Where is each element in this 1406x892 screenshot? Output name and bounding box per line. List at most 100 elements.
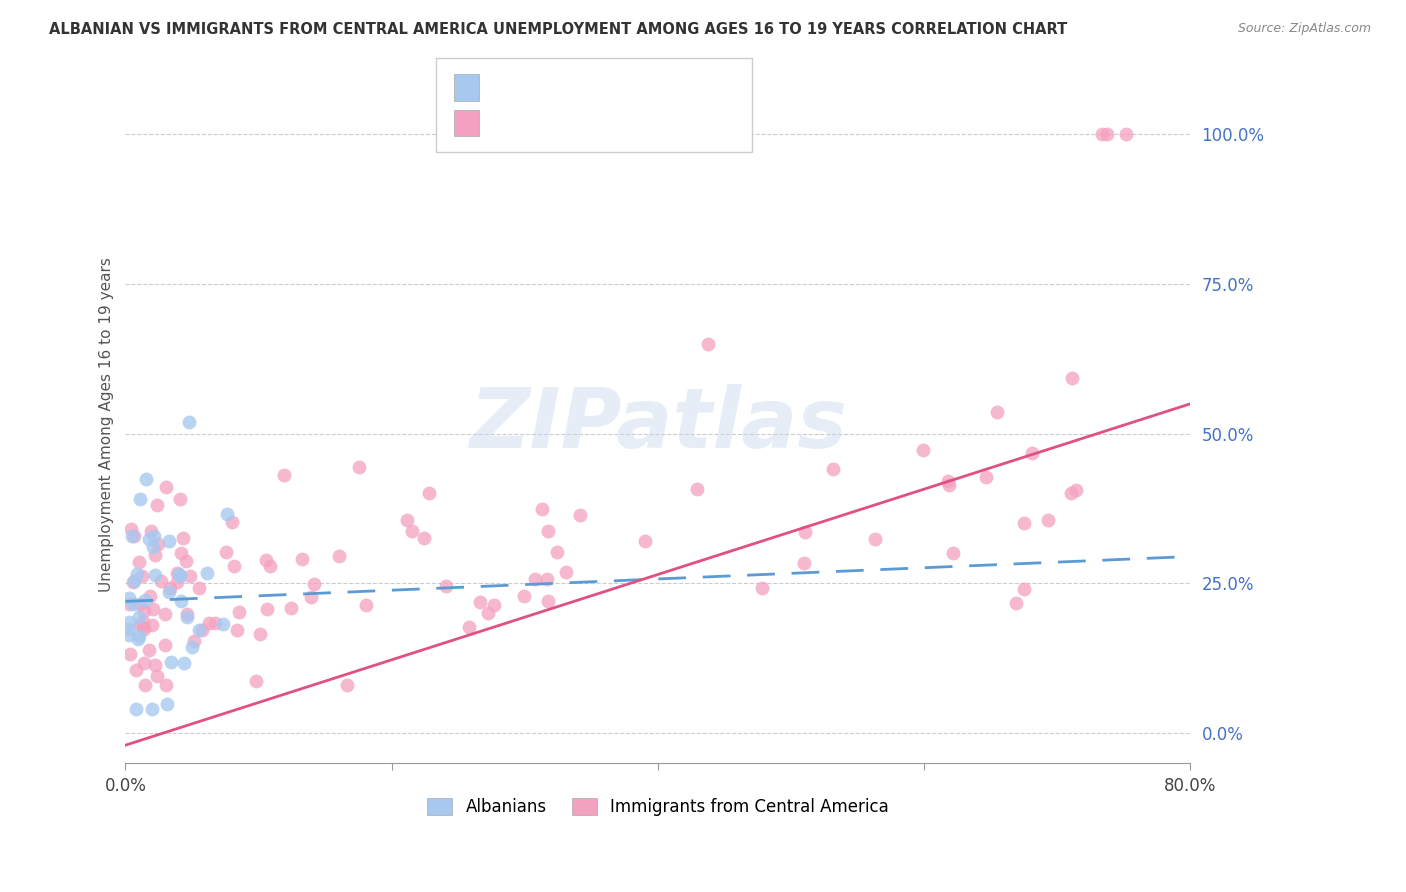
Point bbox=[120, 522, 142, 536]
Point bbox=[167, 566, 190, 581]
Point bbox=[225, 623, 247, 637]
Point bbox=[143, 548, 166, 562]
Text: R =: R = bbox=[491, 78, 530, 95]
Point bbox=[195, 566, 218, 581]
Point bbox=[568, 508, 591, 522]
Point bbox=[256, 602, 278, 616]
Point bbox=[523, 572, 546, 586]
Point bbox=[157, 534, 180, 549]
Point bbox=[155, 678, 177, 692]
Point bbox=[173, 657, 195, 671]
Point bbox=[1091, 128, 1114, 142]
Point bbox=[911, 443, 934, 458]
Point bbox=[1060, 371, 1083, 385]
Point bbox=[1021, 446, 1043, 460]
Point bbox=[1038, 513, 1060, 527]
Text: 0.185: 0.185 bbox=[538, 78, 589, 95]
Point bbox=[159, 581, 181, 595]
Point bbox=[751, 581, 773, 595]
Text: ZIPatlas: ZIPatlas bbox=[470, 384, 846, 466]
Point bbox=[132, 656, 155, 670]
Point bbox=[138, 643, 160, 657]
Point bbox=[401, 524, 423, 538]
Text: 107: 107 bbox=[643, 115, 681, 133]
Point bbox=[134, 604, 156, 618]
Point bbox=[536, 572, 558, 586]
Point bbox=[170, 546, 193, 560]
Point bbox=[212, 616, 235, 631]
Point bbox=[254, 553, 277, 567]
Point bbox=[697, 337, 720, 351]
Point bbox=[134, 622, 156, 636]
Point bbox=[177, 415, 200, 429]
Point bbox=[118, 615, 141, 630]
Point bbox=[537, 594, 560, 608]
Legend: Albanians, Immigrants from Central America: Albanians, Immigrants from Central Ameri… bbox=[420, 791, 896, 822]
Point bbox=[1012, 516, 1035, 530]
Point bbox=[169, 569, 191, 583]
Point bbox=[633, 533, 655, 548]
Text: R =: R = bbox=[491, 115, 530, 133]
Point bbox=[127, 567, 149, 582]
Text: N =: N = bbox=[606, 115, 645, 133]
Text: 0.643: 0.643 bbox=[538, 115, 591, 133]
Point bbox=[434, 579, 457, 593]
Point bbox=[482, 598, 505, 612]
Point bbox=[118, 597, 141, 611]
Point bbox=[122, 597, 145, 611]
Text: ALBANIAN VS IMMIGRANTS FROM CENTRAL AMERICA UNEMPLOYMENT AMONG AGES 16 TO 19 YEA: ALBANIAN VS IMMIGRANTS FROM CENTRAL AMER… bbox=[49, 22, 1067, 37]
Point bbox=[537, 524, 560, 538]
Point bbox=[128, 555, 150, 569]
Point bbox=[531, 502, 554, 516]
Point bbox=[128, 629, 150, 643]
Point bbox=[155, 480, 177, 494]
Point bbox=[170, 594, 193, 608]
Point bbox=[145, 669, 167, 683]
Point bbox=[118, 628, 141, 642]
Point bbox=[166, 575, 188, 590]
Point bbox=[146, 537, 169, 551]
Point bbox=[129, 491, 152, 506]
Point bbox=[183, 634, 205, 648]
Point bbox=[172, 531, 194, 545]
Point bbox=[131, 568, 153, 582]
Point bbox=[354, 599, 377, 613]
Point bbox=[176, 607, 198, 621]
Point bbox=[127, 632, 149, 646]
Point bbox=[141, 618, 163, 632]
Point bbox=[513, 590, 536, 604]
Point bbox=[128, 609, 150, 624]
Point bbox=[191, 623, 214, 637]
Point bbox=[138, 532, 160, 546]
Point bbox=[249, 627, 271, 641]
Point bbox=[139, 524, 162, 538]
Point bbox=[686, 482, 709, 496]
Point bbox=[121, 528, 143, 542]
Point bbox=[124, 529, 146, 543]
Point bbox=[938, 478, 960, 492]
Point bbox=[174, 554, 197, 568]
Point bbox=[132, 615, 155, 630]
Point bbox=[141, 702, 163, 716]
Point bbox=[477, 606, 499, 620]
Point bbox=[135, 472, 157, 486]
Point bbox=[117, 622, 139, 636]
Point bbox=[118, 647, 141, 661]
Point bbox=[823, 462, 845, 476]
Point bbox=[181, 640, 204, 654]
Point bbox=[157, 584, 180, 599]
Point bbox=[155, 638, 177, 652]
Point bbox=[546, 545, 568, 559]
Point bbox=[418, 486, 440, 500]
Point bbox=[128, 617, 150, 632]
Point bbox=[145, 498, 167, 512]
Point bbox=[129, 597, 152, 611]
Point bbox=[132, 620, 155, 634]
Point bbox=[794, 525, 817, 540]
Point bbox=[198, 615, 221, 630]
Point bbox=[222, 559, 245, 574]
Point bbox=[1060, 486, 1083, 500]
Point bbox=[336, 678, 359, 692]
Point bbox=[215, 507, 238, 521]
Point bbox=[153, 607, 176, 621]
